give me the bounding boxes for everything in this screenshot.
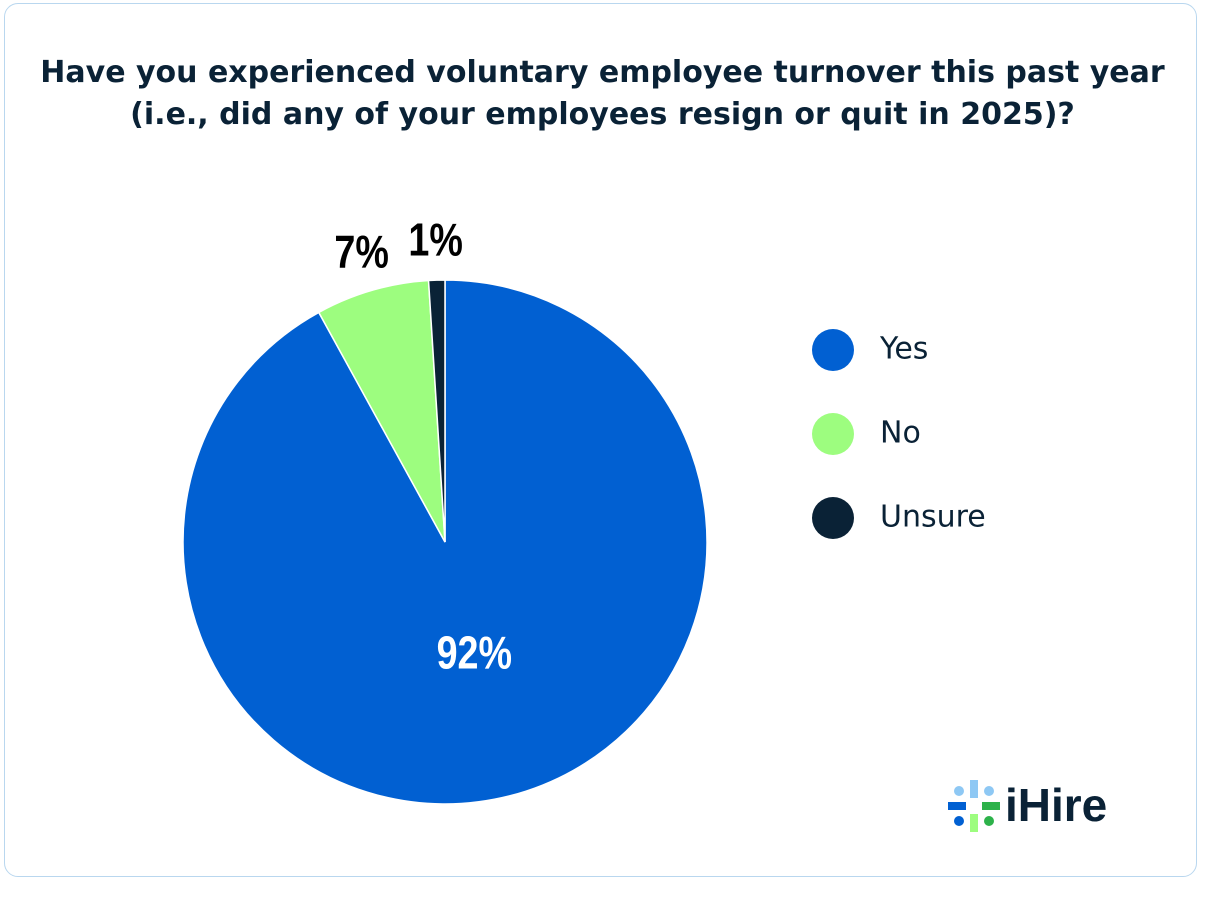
legend-label: Unsure <box>880 500 986 535</box>
legend-swatch <box>812 413 854 455</box>
logo: iHire <box>948 779 1107 832</box>
legend-swatch <box>812 497 854 539</box>
pie-slice <box>317 279 446 543</box>
pie-slice <box>427 279 446 543</box>
data-label: 92% <box>437 627 512 678</box>
legend-label: Yes <box>879 332 928 367</box>
pie-slice <box>182 279 708 805</box>
logo-text: iHire <box>1005 779 1107 831</box>
chart-title: Have you experienced voluntary employee … <box>40 55 1165 132</box>
legend-swatch <box>812 329 854 371</box>
data-label: 7% <box>334 226 389 277</box>
legend-label: No <box>880 416 921 451</box>
card <box>4 3 1197 877</box>
data-label: 1% <box>408 214 463 265</box>
